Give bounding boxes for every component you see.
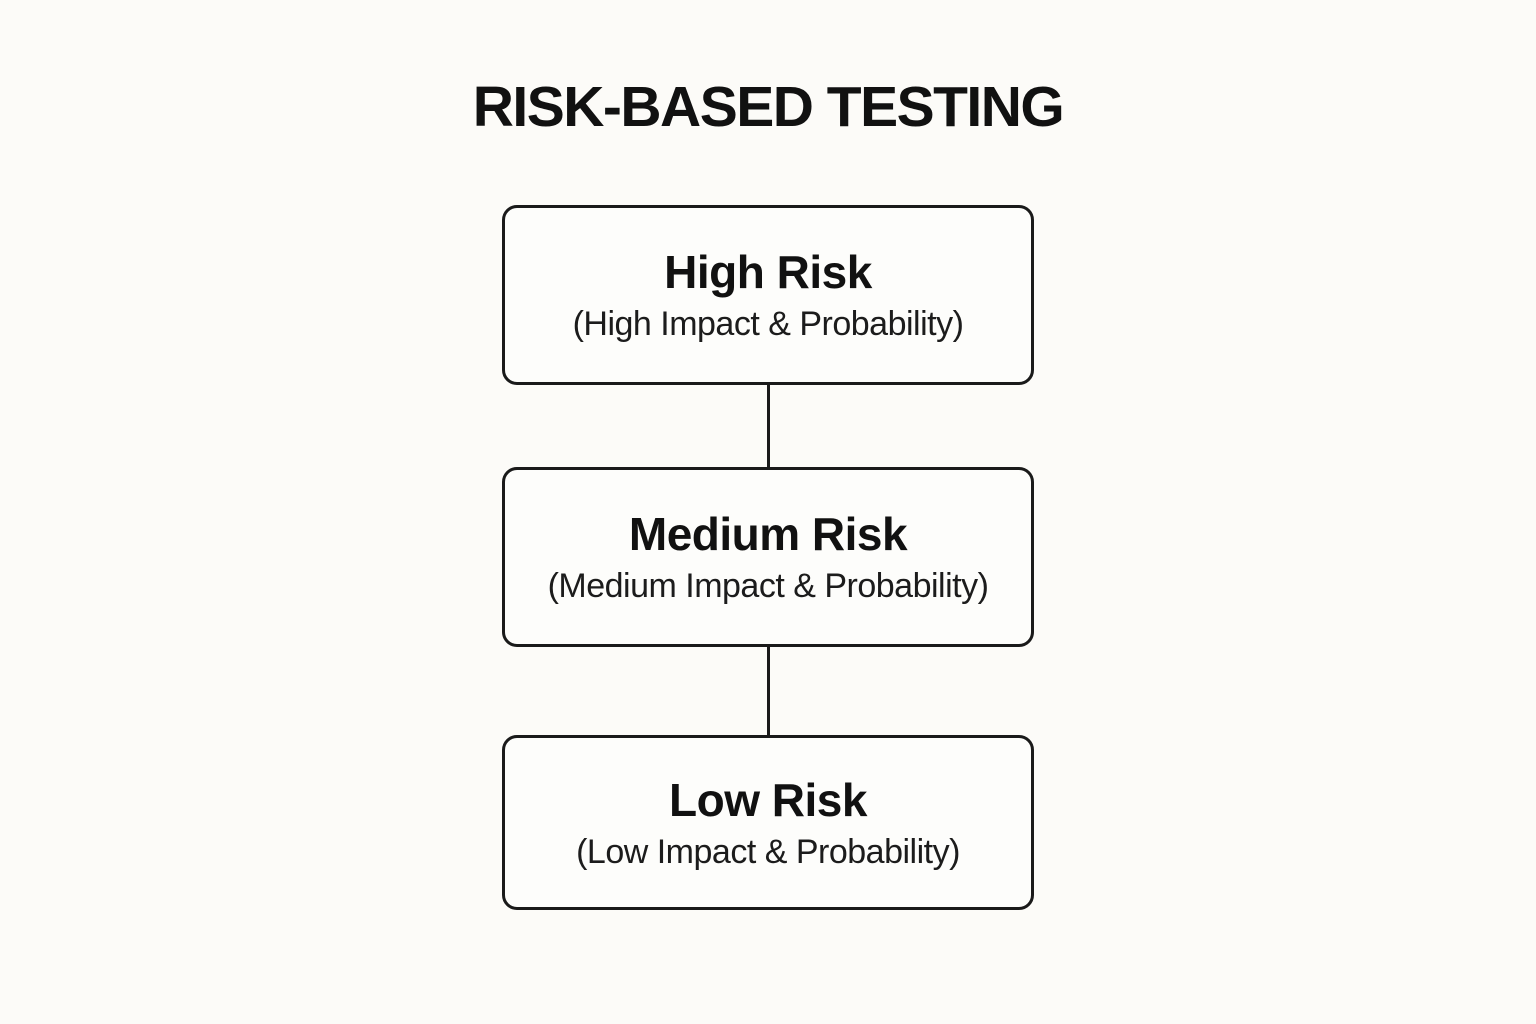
node-medium-risk-label: Medium Risk	[628, 508, 908, 560]
node-low-risk: Low Risk (Low Impact & Probability)	[502, 735, 1034, 910]
node-medium-risk: Medium Risk (Medium Impact & Probability…	[502, 467, 1034, 647]
node-high-risk-label: High Risk	[664, 246, 872, 298]
connector-medium-to-low	[766, 647, 770, 735]
node-medium-risk-sublabel: (Medium Impact & Probability)	[547, 567, 989, 605]
node-high-risk-sublabel: (High Impact & Probability)	[572, 305, 964, 343]
node-high-risk: High Risk (High Impact & Probability)	[502, 205, 1034, 385]
node-low-risk-label: Low Risk	[669, 773, 867, 826]
node-low-risk-sublabel: (Low Impact & Probability)	[576, 832, 960, 871]
page-title: RISK-BASED TESTING	[472, 75, 1065, 139]
connector-high-to-medium	[766, 385, 770, 467]
risk-flow-diagram: High Risk (High Impact & Probability) Me…	[0, 205, 1536, 910]
